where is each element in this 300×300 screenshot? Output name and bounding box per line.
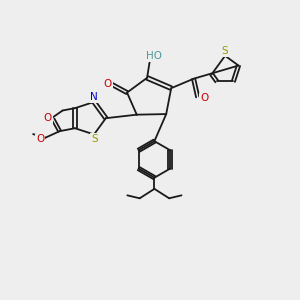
Text: S: S — [91, 134, 98, 144]
Text: O: O — [200, 94, 208, 103]
Text: S: S — [221, 46, 228, 56]
Text: HO: HO — [146, 51, 161, 61]
Text: O: O — [103, 79, 112, 89]
Text: O: O — [36, 134, 44, 144]
Text: O: O — [44, 113, 52, 123]
Text: N: N — [90, 92, 97, 102]
